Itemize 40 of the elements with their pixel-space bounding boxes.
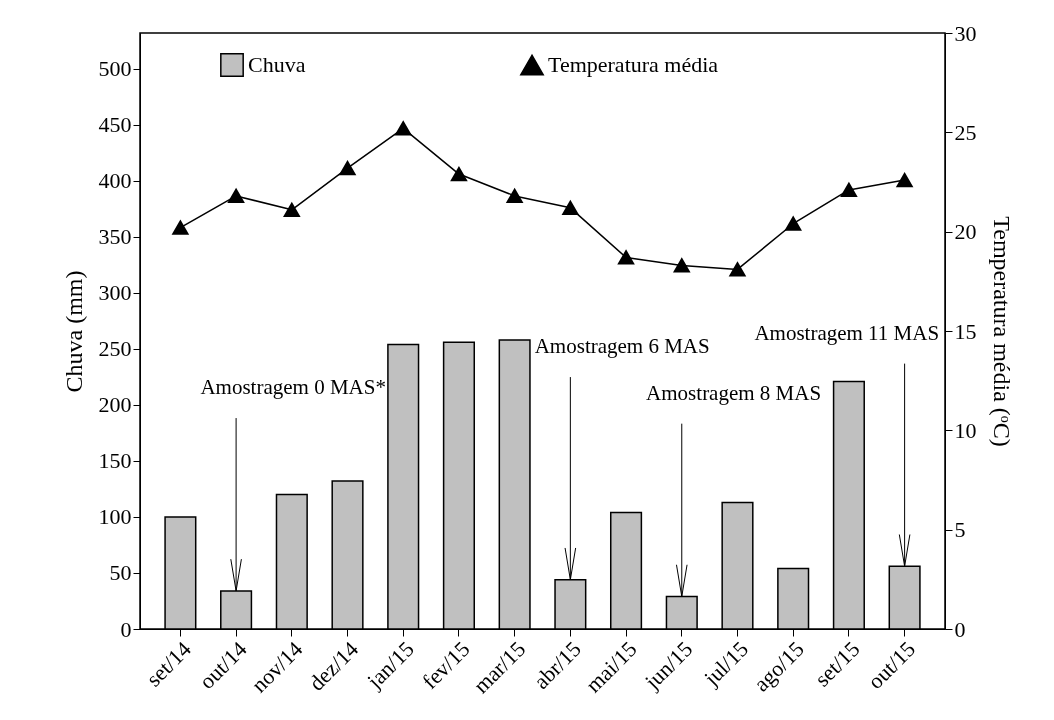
point (896, 172, 913, 188)
y-tick-label: 250 (98, 336, 132, 362)
y2-tick-label: 10 (954, 417, 977, 443)
point (506, 188, 523, 204)
y-tick-label: 0 (120, 616, 132, 642)
y-tick-label: 500 (98, 56, 132, 82)
point (729, 262, 746, 277)
y-tick-label: 300 (98, 280, 132, 306)
y2-tick-label: 25 (954, 119, 977, 145)
y-tick-label: 450 (98, 112, 132, 138)
y-tick-label: 200 (98, 392, 132, 418)
point (172, 220, 189, 235)
annotation: Amostragem 11 MAS (754, 320, 940, 345)
point (450, 166, 468, 182)
y-tick-label: 400 (98, 168, 132, 194)
y-tick-label: 100 (98, 504, 132, 530)
annotation: Amostragem 8 MAS (646, 380, 822, 405)
point (562, 200, 579, 215)
legend-label: Temperatura média (548, 52, 719, 77)
y2-tick-label: 5 (954, 517, 966, 543)
y2-axis-title: Temperatura média (ᵒC) (988, 216, 1015, 447)
y2-tick-label: 20 (954, 219, 977, 245)
point (228, 188, 245, 204)
point (617, 250, 635, 265)
annotation: Amostragem 6 MAS (534, 334, 710, 359)
y-tick-label: 150 (98, 448, 132, 474)
point (395, 121, 412, 136)
y-tick-label: 350 (98, 224, 132, 250)
point (840, 182, 857, 198)
y2-tick-label: 15 (954, 318, 977, 344)
point (673, 258, 690, 273)
legend-label: Chuva (248, 52, 306, 77)
point (283, 202, 300, 217)
point (339, 160, 356, 176)
point (785, 216, 802, 231)
y-axis-title: Chuva (mm) (60, 270, 87, 393)
y-tick-label: 50 (109, 560, 132, 586)
y2-tick-label: 0 (954, 616, 966, 642)
y2-tick-label: 30 (954, 20, 977, 46)
annotation: Amostragem 0 MAS* (200, 375, 386, 400)
